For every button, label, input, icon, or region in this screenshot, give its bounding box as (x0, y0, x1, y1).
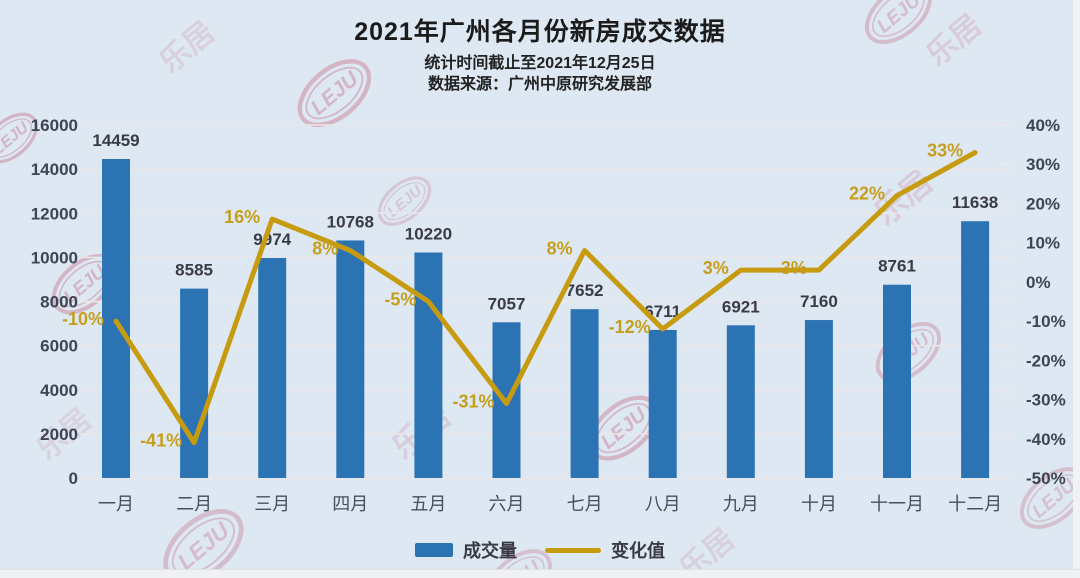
bar-四月 (336, 240, 365, 478)
right-axis-tick-label: -20% (1026, 351, 1066, 370)
x-axis-month-label: 五月 (410, 494, 446, 514)
x-axis-month-label: 六月 (489, 494, 525, 514)
x-axis-month-label: 四月 (332, 494, 368, 514)
line-percent-label: 33% (927, 140, 963, 160)
left-axis-tick-label: 6000 (40, 337, 78, 356)
bar-五月 (414, 252, 443, 478)
bar-七月 (570, 309, 599, 478)
line-percent-label: 8% (312, 239, 338, 259)
chart-subtitle-source: 数据来源：广州中原研究发展部 (427, 76, 652, 93)
left-axis-tick-label: 2000 (40, 425, 78, 444)
x-axis-month-label: 九月 (723, 494, 759, 514)
chart-subtitle-time: 统计时间截止至2021年12月25日 (424, 55, 656, 72)
bar-三月 (258, 257, 287, 478)
x-axis-month-label: 十二月 (948, 494, 1002, 514)
right-axis-tick-label: -10% (1026, 312, 1066, 331)
line-percent-label: -10% (62, 309, 104, 329)
bar-value-label: 14459 (92, 131, 139, 150)
line-percent-label: 3% (703, 258, 729, 278)
bottom-edge-strip (0, 569, 1080, 578)
line-percent-label: -12% (609, 317, 651, 337)
bar-value-label: 11638 (952, 193, 998, 212)
x-axis-month-label: 十一月 (870, 494, 924, 514)
left-axis-tick-label: 14000 (31, 160, 78, 179)
chart-legend: 成交量 变化值 (0, 537, 1080, 563)
change-line (113, 150, 978, 446)
bar-九月 (726, 325, 755, 478)
chart-header: 2021年广州各月份新房成交数据 统计时间截止至2021年12月25日 数据来源… (0, 12, 1080, 95)
line-percent-label: 16% (224, 207, 260, 227)
x-axis-month-label: 三月 (254, 494, 290, 514)
legend-line-swatch-icon (545, 547, 601, 553)
x-axis-month-label: 十月 (801, 494, 837, 514)
x-axis-month-label: 八月 (645, 494, 681, 514)
line-percent-label: -5% (384, 290, 416, 310)
right-axis-tick-label: 10% (1026, 234, 1060, 253)
bar-value-label: 10220 (405, 225, 452, 244)
right-axis-tick-label: -50% (1026, 469, 1066, 488)
line-percent-label: 3% (781, 258, 807, 278)
x-axis-month-label: 七月 (567, 494, 603, 514)
left-axis-tick-label: 4000 (40, 381, 78, 400)
left-axis-tick-label: 8000 (40, 293, 78, 312)
bar-十二月 (961, 221, 990, 478)
right-edge-strip (1073, 0, 1080, 578)
right-axis-tick-label: 20% (1026, 194, 1060, 213)
bar-value-label: 8761 (878, 257, 916, 276)
left-axis-tick-label: 0 (69, 469, 78, 488)
bar-一月 (102, 158, 130, 479)
left-axis-tick-label: 10000 (31, 248, 78, 267)
bar-二月 (180, 288, 209, 478)
bar-十一月 (883, 284, 911, 478)
bar-value-label: 6921 (722, 297, 760, 316)
bar-十月 (804, 320, 833, 478)
line-percent-label: 22% (849, 184, 885, 204)
bar-value-label: 7652 (566, 281, 604, 300)
right-axis-tick-label: 40% (1026, 116, 1060, 135)
x-axis-month-label: 二月 (176, 494, 212, 514)
bar-value-label: 8585 (175, 261, 213, 280)
line-percent-label: -41% (140, 431, 182, 451)
left-axis-tick-label: 12000 (31, 204, 78, 223)
legend-bar-swatch-icon (415, 543, 453, 557)
right-axis-tick-label: 30% (1026, 155, 1060, 174)
bar-value-label: 10768 (327, 212, 374, 231)
right-axis-tick-label: 0% (1026, 273, 1051, 292)
legend-bar-label: 成交量 (463, 541, 517, 561)
right-axis-tick-label: -30% (1026, 391, 1066, 410)
chart-title: 2021年广州各月份新房成交数据 (354, 18, 726, 46)
right-axis-tick-label: -40% (1026, 430, 1066, 449)
line-percent-label: 8% (547, 239, 573, 259)
left-axis-tick-label: 16000 (31, 116, 78, 135)
bar-value-label: 7160 (800, 292, 838, 311)
x-axis-month-label: 一月 (98, 494, 134, 514)
bar-value-label: 7057 (488, 294, 526, 313)
bar-八月 (648, 329, 677, 478)
line-percent-label: -31% (452, 391, 494, 411)
bar-value-label: 9974 (253, 230, 291, 249)
legend-line-label: 变化值 (611, 541, 665, 561)
